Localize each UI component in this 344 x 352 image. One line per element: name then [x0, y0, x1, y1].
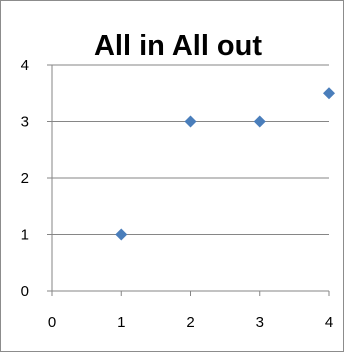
- x-tick-label-0: 0: [48, 314, 56, 331]
- y-tick-label-4: 4: [21, 57, 29, 74]
- gridlines: [52, 64, 329, 235]
- y-tick-label-3: 3: [21, 114, 29, 131]
- data-point-1: [115, 228, 128, 241]
- x-tick-label-1: 1: [117, 314, 125, 331]
- y-tick-label-2: 2: [21, 170, 29, 187]
- x-tick-label-2: 2: [186, 314, 194, 331]
- chart-title: All in All out: [94, 30, 262, 62]
- x-tick-label-3: 3: [256, 314, 264, 331]
- axes: [47, 64, 330, 296]
- y-tick-label-1: 1: [21, 227, 29, 244]
- data-point-3: [253, 115, 266, 128]
- data-points: [115, 87, 335, 241]
- tick-labels: 0 1 2 3 4 0 1 2 3 4: [21, 57, 334, 331]
- y-tick-label-0: 0: [21, 283, 29, 300]
- data-point-4: [323, 87, 335, 100]
- data-point-2: [184, 115, 197, 128]
- x-tick-label-4: 4: [325, 314, 333, 331]
